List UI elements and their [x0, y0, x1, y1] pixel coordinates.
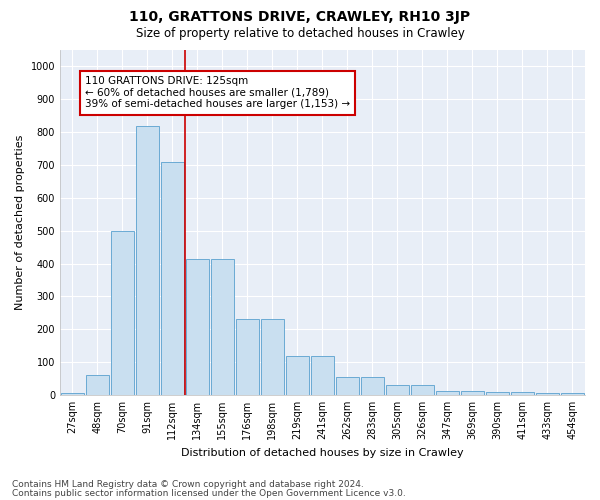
Bar [236, 320, 259, 395]
Bar [361, 377, 384, 395]
Bar [511, 392, 534, 395]
Bar [386, 385, 409, 395]
Bar [561, 394, 584, 395]
Text: Contains public sector information licensed under the Open Government Licence v3: Contains public sector information licen… [12, 488, 406, 498]
Bar [461, 391, 484, 395]
Bar [486, 392, 509, 395]
Y-axis label: Number of detached properties: Number of detached properties [15, 135, 25, 310]
Text: 110, GRATTONS DRIVE, CRAWLEY, RH10 3JP: 110, GRATTONS DRIVE, CRAWLEY, RH10 3JP [130, 10, 470, 24]
Text: Size of property relative to detached houses in Crawley: Size of property relative to detached ho… [136, 28, 464, 40]
Bar [536, 394, 559, 395]
Bar [186, 258, 209, 395]
Text: 110 GRATTONS DRIVE: 125sqm
← 60% of detached houses are smaller (1,789)
39% of s: 110 GRATTONS DRIVE: 125sqm ← 60% of deta… [85, 76, 350, 110]
Bar [111, 230, 134, 395]
Bar [336, 377, 359, 395]
Bar [211, 258, 233, 395]
Bar [311, 356, 334, 395]
Bar [61, 394, 83, 395]
Bar [286, 356, 309, 395]
Bar [261, 320, 284, 395]
Bar [136, 126, 158, 395]
Text: Contains HM Land Registry data © Crown copyright and database right 2024.: Contains HM Land Registry data © Crown c… [12, 480, 364, 489]
Bar [86, 375, 109, 395]
Bar [411, 385, 434, 395]
Bar [436, 391, 459, 395]
Bar [161, 162, 184, 395]
X-axis label: Distribution of detached houses by size in Crawley: Distribution of detached houses by size … [181, 448, 464, 458]
